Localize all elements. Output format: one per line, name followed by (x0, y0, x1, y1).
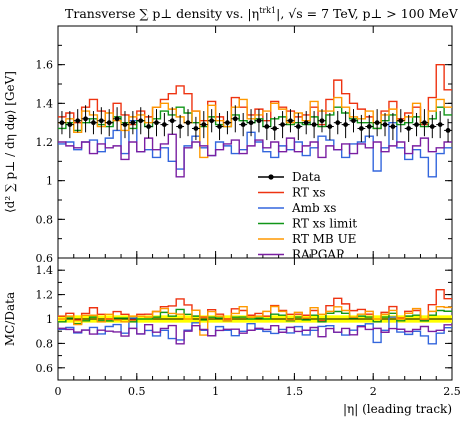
main-y-tick-label: 1.6 (36, 59, 54, 72)
data-point (437, 122, 443, 127)
data-point (161, 122, 167, 127)
data-point (209, 118, 215, 124)
legend-label: Data (292, 170, 321, 184)
legend-label: RT xs limit (292, 217, 357, 231)
legend-label: RAPGAP (292, 248, 344, 262)
data-point (146, 124, 152, 129)
data-point (358, 126, 364, 131)
series-amb-xs (58, 120, 452, 178)
data-point (311, 122, 317, 127)
data-point (248, 120, 254, 126)
data-point (429, 124, 435, 129)
data-point (319, 118, 325, 124)
legend-marker (268, 174, 274, 180)
data-point (122, 122, 128, 127)
data-point (256, 118, 262, 124)
data-point (169, 118, 175, 124)
data-point (366, 124, 372, 129)
data-point (240, 122, 246, 127)
data-point (351, 118, 356, 124)
data-point (193, 126, 199, 131)
data-point (343, 122, 349, 127)
data-point (106, 120, 112, 126)
ratio-series-amb-xs (58, 316, 452, 345)
data-point (264, 124, 270, 129)
data-point (327, 124, 333, 129)
ratio-x-ticks: 0 0.5 1 1.5 2 2.5 (55, 258, 461, 398)
data-point (67, 122, 73, 127)
data-point (177, 124, 183, 129)
data-point (201, 122, 207, 127)
ratio-y-tick-label: 0.6 (36, 362, 54, 375)
ratio-series-rt-xs-limit (58, 308, 452, 325)
data-point (232, 116, 238, 122)
main-panel: 0.6 0.8 1 1.2 1.4 1.6 ⟨d² ∑ p⊥ / dη dφ⟩ [GeV] (3, 25, 453, 265)
ratio-series (58, 288, 452, 345)
x-tick-label: 0.5 (128, 385, 146, 398)
data-point (335, 120, 341, 126)
main-y-tick-label: 0.6 (36, 252, 54, 265)
ratio-series-rapgap (58, 324, 452, 345)
ratio-series-rt-xs (58, 288, 452, 323)
data-point (114, 116, 120, 122)
main-y-tick-label: 1 (46, 175, 53, 188)
main-y-axis-title: ⟨d² ∑ p⊥ / dη dφ⟩ [GeV] (3, 71, 17, 213)
data-point (303, 120, 309, 126)
main-x-ticks (57, 26, 453, 258)
data-point (295, 124, 301, 129)
ratio-y-tick-label: 1 (46, 313, 53, 326)
series-rt-mb-ue (58, 96, 452, 159)
data-point (154, 120, 159, 126)
data-point (414, 122, 419, 127)
main-y-tick-label: 1.4 (36, 97, 54, 110)
legend-label: Amb xs (291, 201, 336, 215)
data-point (288, 118, 293, 124)
x-tick-label: 2 (370, 385, 377, 398)
data-point (390, 124, 396, 129)
x-axis-title: |η| (leading track) (343, 402, 452, 416)
data-point (225, 120, 230, 126)
data-point (217, 124, 222, 129)
data-point (91, 120, 96, 126)
data-point (130, 120, 136, 126)
x-tick-label: 0 (55, 385, 62, 398)
data-point (138, 118, 144, 124)
ratio-series-rt-mb-ue (58, 305, 452, 336)
ratio-panel: 0.6 0.8 1 1.2 1.4 0 0.5 1 1.5 2 2.5 MC/Data |η| (… (3, 257, 461, 416)
data-point (382, 122, 388, 127)
ratio-y-tick-label: 0.8 (36, 337, 54, 350)
main-series (58, 63, 452, 178)
data-point (185, 120, 191, 126)
data-point (406, 126, 412, 131)
legend-label: RT xs (292, 186, 326, 200)
data-point (75, 118, 81, 124)
data-point (83, 116, 88, 122)
x-tick-label: 2.5 (443, 385, 461, 398)
data-point (98, 118, 104, 124)
x-tick-label: 1.5 (286, 385, 304, 398)
ratio-y-axis-title: MC/Data (3, 292, 17, 346)
chart-title: Transverse ∑ p⊥ density vs. |ηtrk1|, √s … (65, 6, 459, 21)
x-tick-label: 1 (212, 385, 219, 398)
data-point (398, 118, 404, 124)
series-rapgap (58, 133, 452, 178)
legend-label: RT MB UE (292, 232, 356, 246)
ratio-y-tick-label: 1.2 (36, 289, 54, 302)
main-y-tick-label: 1.2 (36, 136, 54, 149)
data-point (422, 120, 427, 126)
data-point (59, 120, 65, 126)
ratio-y-tick-label: 1.4 (36, 264, 54, 277)
data-point (280, 122, 285, 127)
data-point (445, 127, 451, 133)
main-y-tick-label: 0.8 (36, 213, 54, 226)
data-point (272, 126, 278, 131)
data-point (374, 120, 380, 126)
